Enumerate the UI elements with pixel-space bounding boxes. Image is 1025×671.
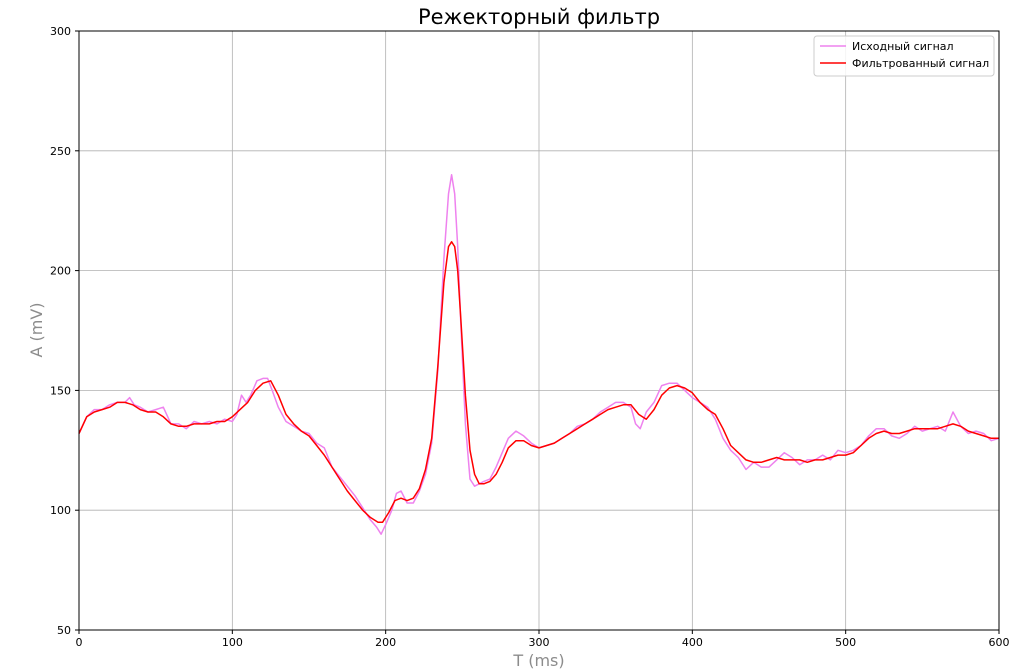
x-axis-label: T (ms) bbox=[512, 651, 564, 670]
y-tick-label: 150 bbox=[50, 384, 71, 397]
legend-box bbox=[813, 35, 995, 77]
legend: Исходный сигнал Фильтрованный сигнал bbox=[813, 35, 995, 77]
y-tick-label: 300 bbox=[50, 25, 71, 38]
y-tick-label: 50 bbox=[57, 624, 71, 637]
x-tick-label: 600 bbox=[989, 636, 1010, 649]
x-tick-label: 500 bbox=[835, 636, 856, 649]
tick-layer: 0 100 200 300 400 500 600 50 100 150 200 250 300 bbox=[50, 25, 1010, 649]
y-tick-label: 200 bbox=[50, 265, 71, 278]
y-tick-label: 250 bbox=[50, 145, 71, 158]
legend-label-filtered: Фильтрованный сигнал bbox=[852, 57, 989, 70]
x-tick-label: 400 bbox=[682, 636, 703, 649]
series-layer bbox=[78, 174, 1000, 535]
series-line-filtered bbox=[78, 241, 999, 523]
legend-label-original: Исходный сигнал bbox=[852, 40, 954, 53]
y-tick-label: 100 bbox=[50, 504, 71, 517]
x-tick-label: 100 bbox=[222, 636, 243, 649]
y-axis-label: A (mV) bbox=[27, 302, 46, 357]
x-tick-label: 300 bbox=[529, 636, 550, 649]
x-tick-label: 200 bbox=[375, 636, 396, 649]
grid-lines bbox=[78, 30, 1000, 631]
x-tick-label: 0 bbox=[76, 636, 83, 649]
chart-title: Режекторный фильтр bbox=[418, 5, 660, 29]
